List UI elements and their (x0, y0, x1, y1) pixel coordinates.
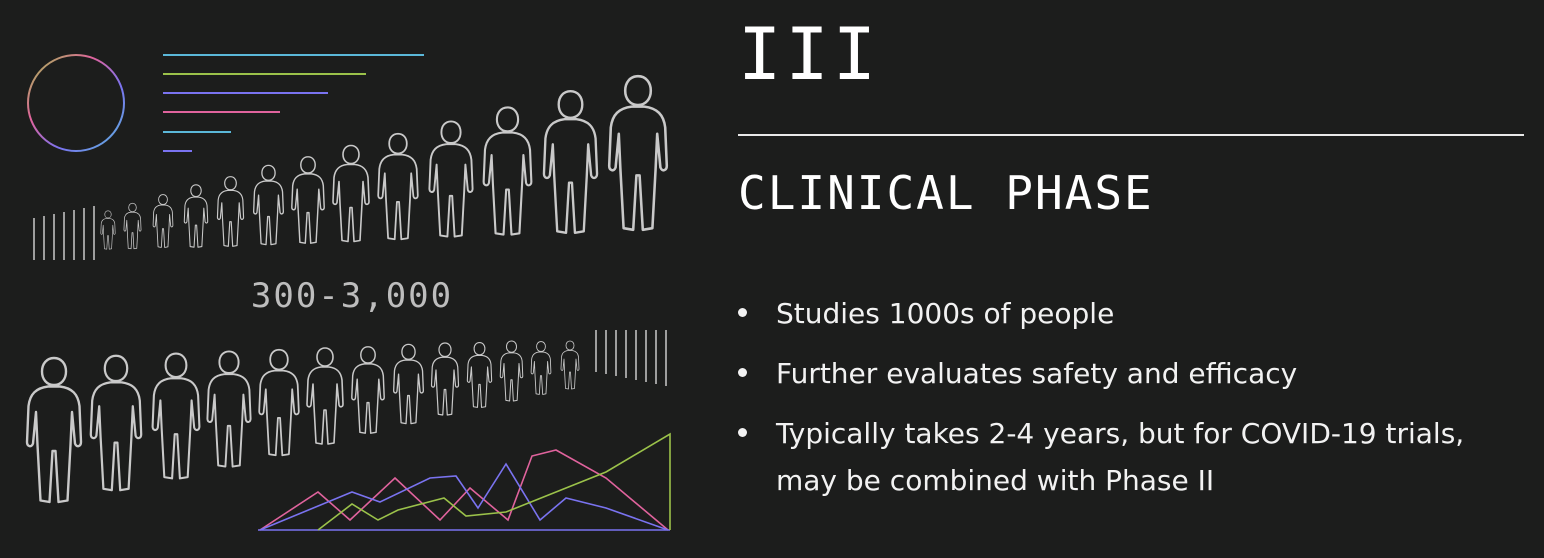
bullet-icon (738, 428, 747, 437)
divider (738, 134, 1524, 136)
phase-title: CLINICAL PHASE (738, 166, 1154, 220)
bullet-item: Studies 1000s of people (738, 290, 1528, 337)
phase-number: III (738, 12, 881, 96)
participant-count: 300-3,000 (251, 276, 453, 316)
bullet-item: Typically takes 2-4 years, but for COVID… (738, 410, 1528, 504)
people-row-top (100, 74, 669, 250)
bullet-text: Studies 1000s of people (776, 297, 1115, 330)
people-row-bottom (25, 340, 580, 504)
phase-illustration: 300-3,000 (25, 54, 671, 531)
bullet-text: Further evaluates safety and efficacy (776, 357, 1298, 390)
bullet-list: Studies 1000s of people Further evaluate… (738, 290, 1528, 517)
bullet-item: Further evaluates safety and efficacy (738, 350, 1528, 397)
decorative-line-graph (258, 432, 671, 531)
bullet-icon (738, 368, 747, 377)
bullet-icon (738, 308, 747, 317)
tally-lines-top (33, 206, 95, 260)
tally-lines-bottom (595, 330, 667, 386)
gradient-ring-icon (27, 54, 125, 152)
decorative-bars (163, 54, 424, 152)
bullet-text: Typically takes 2-4 years, but for COVID… (776, 417, 1465, 497)
